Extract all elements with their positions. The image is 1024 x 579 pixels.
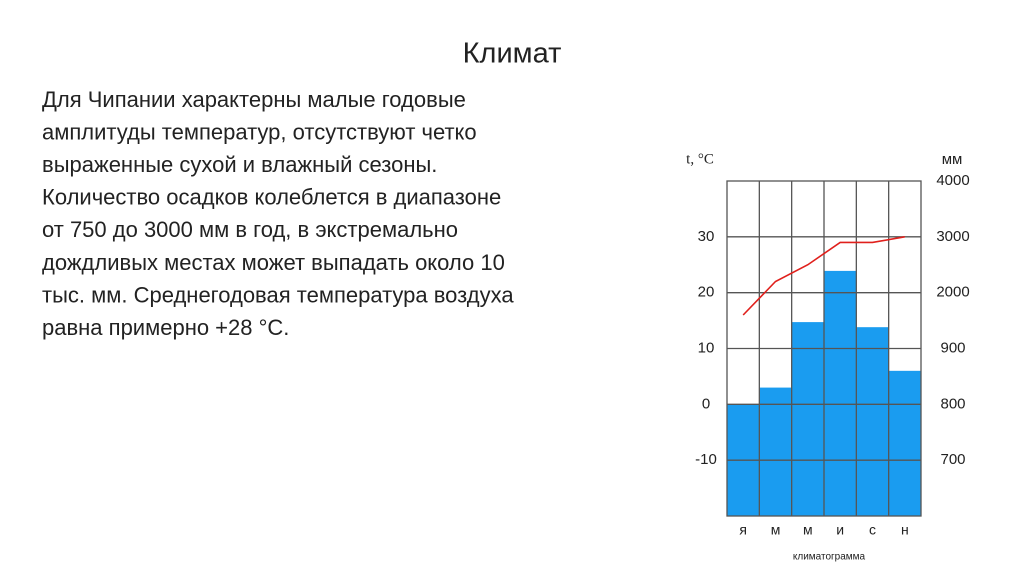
x-tick-label: и bbox=[836, 522, 844, 538]
precipitation-bar bbox=[759, 387, 792, 516]
y2-axis-label: мм bbox=[942, 151, 963, 168]
x-tick-label: м bbox=[771, 522, 781, 538]
y-tick-label: 30 bbox=[698, 228, 715, 245]
precipitation-bar bbox=[824, 270, 857, 516]
paragraph-line: амплитуды температур, отсутствуют четко bbox=[42, 119, 477, 144]
y-tick-label: 10 bbox=[698, 339, 715, 356]
paragraph-line: выраженные сухой и влажный сезоны. bbox=[42, 152, 437, 177]
chart-caption: климатограмма bbox=[793, 552, 866, 563]
paragraph-line: тыс. мм. Среднегодовая температура возду… bbox=[42, 282, 514, 307]
y2-tick-label: 3000 bbox=[936, 228, 969, 245]
x-tick-label: с bbox=[869, 522, 876, 538]
paragraph-line: Для Чипании характерны малые годовые bbox=[42, 87, 466, 112]
paragraph-line: Количество осадков колеблется в диапазон… bbox=[42, 185, 501, 210]
y-tick-label: 0 bbox=[702, 395, 710, 412]
y2-tick-label: 800 bbox=[940, 395, 965, 412]
paragraph-line: равна примерно +28 °С. bbox=[42, 315, 289, 340]
x-tick-label: м bbox=[803, 522, 813, 538]
y-tick-label: 20 bbox=[698, 284, 715, 301]
y2-tick-label: 4000 bbox=[936, 172, 969, 189]
paragraph-line: дождливых местах может выпадать около 10 bbox=[42, 250, 505, 275]
precipitation-bar bbox=[888, 370, 921, 516]
y2-tick-label: 2000 bbox=[936, 284, 969, 301]
x-tick-label: н bbox=[901, 522, 909, 538]
paragraph-line: от 750 до 3000 мм в год, в экстремально bbox=[42, 217, 458, 242]
temperature-line bbox=[742, 236, 905, 316]
y2-tick-label: 900 bbox=[940, 339, 965, 356]
slide-title: Климат bbox=[463, 38, 562, 70]
precipitation-bar bbox=[791, 322, 824, 516]
y2-tick-label: 700 bbox=[940, 451, 965, 468]
paragraph: Для Чипании характерны малые годовые ампл… bbox=[42, 87, 514, 340]
precipitation-bar bbox=[856, 327, 889, 516]
y-tick-label: -10 bbox=[695, 451, 717, 468]
x-tick-label: я bbox=[739, 522, 747, 538]
y-axis-label: t, °C bbox=[686, 151, 714, 167]
climatogram: -10 0 10 20 30 700 800 900 2000 3000 4000 я м м и с н bbox=[695, 172, 970, 538]
